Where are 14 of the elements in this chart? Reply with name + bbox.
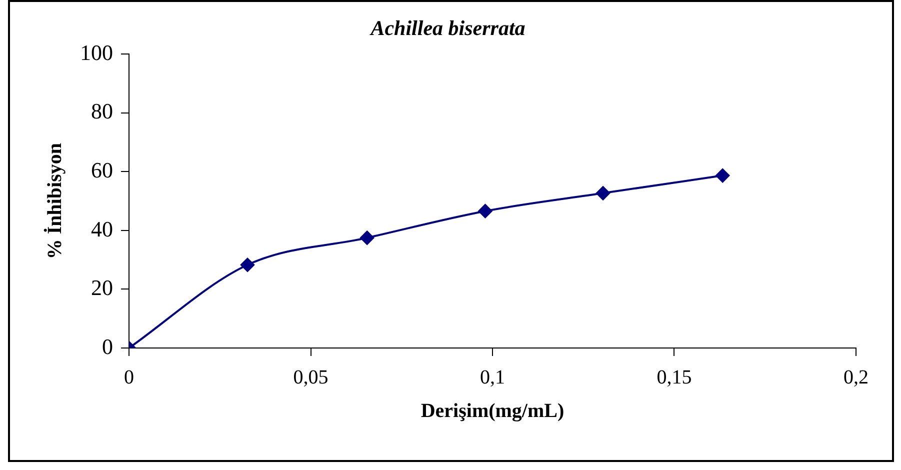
y-tick-label: 60 [91,158,113,182]
x-axis-title: Derişim(mg/mL) [420,400,564,422]
x-tick-label: 0,15 [656,366,692,388]
x-tick-label: 0,05 [293,366,328,388]
x-tick-label: 0,2 [844,366,868,388]
y-tick-label: 0 [102,334,113,359]
y-tick-label: 80 [91,98,113,124]
y-tick-label: 40 [91,216,113,242]
y-tick-label: 20 [91,275,113,300]
x-tick-label: 0 [124,366,134,388]
x-tick-label: 0,1 [480,366,505,388]
chart-title: Achillea biserrata [368,16,526,40]
y-tick-label: 100 [80,40,113,65]
y-axis-title: % İnhibisyon [43,143,66,260]
